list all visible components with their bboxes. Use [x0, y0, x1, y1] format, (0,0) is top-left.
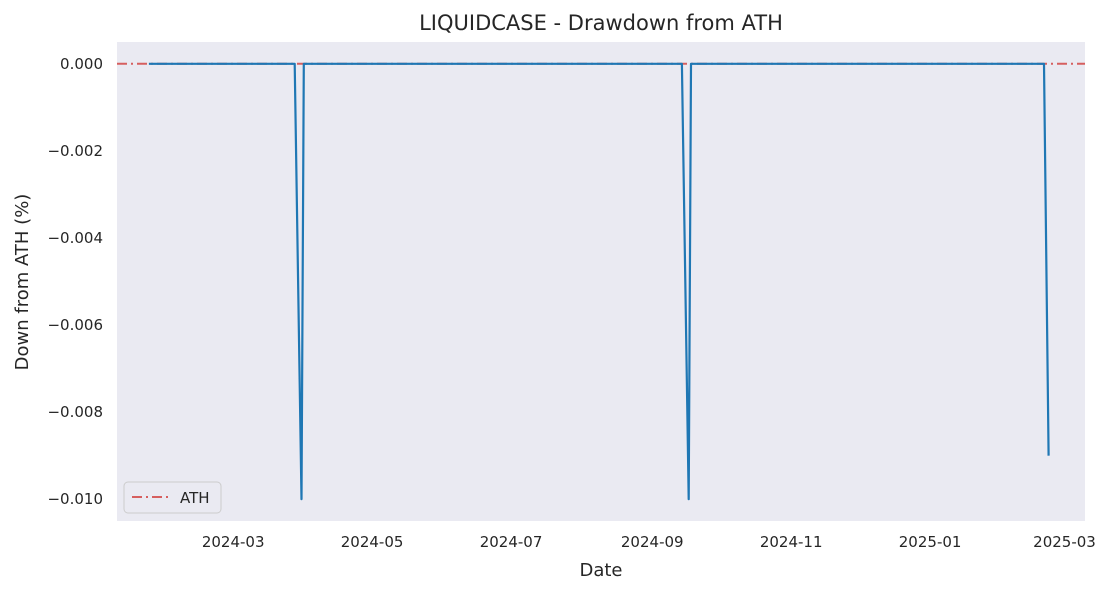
x-tick-label: 2024-07 [480, 533, 543, 551]
drawdown-series-line [148, 62, 1050, 501]
y-tick-label: −0.004 [47, 229, 103, 247]
y-tick-label: −0.002 [47, 142, 103, 160]
y-tick-label: −0.008 [47, 403, 103, 421]
y-tick-label: −0.006 [47, 316, 103, 334]
x-tick-label: 2025-01 [899, 533, 962, 551]
x-axis-label: Date [579, 560, 622, 581]
y-tick-label: 0.000 [60, 55, 103, 73]
y-tick-label: −0.010 [47, 490, 103, 508]
legend-ath-label: ATH [180, 489, 210, 507]
x-tick-labels: 2024-03 2024-05 2024-07 2024-09 2024-11 2025-… [202, 533, 1096, 551]
x-tick-label: 2024-03 [202, 533, 265, 551]
plot-area [117, 42, 1085, 521]
chart-title: LIQUIDCASE - Drawdown from ATH [419, 11, 783, 35]
legend-box [123, 481, 222, 514]
series-layer [148, 62, 1050, 501]
x-tick-label: 2024-11 [760, 533, 823, 551]
y-tick-labels: 0.000 −0.002 −0.004 −0.006 −0.008 −0.010 [47, 55, 103, 508]
legend: ATH [123, 481, 222, 514]
x-tick-label: 2024-05 [341, 533, 404, 551]
y-axis-label: Down from ATH (%) [12, 194, 33, 371]
x-tick-label: 2024-09 [621, 533, 684, 551]
x-tick-label: 2025-03 [1033, 533, 1096, 551]
